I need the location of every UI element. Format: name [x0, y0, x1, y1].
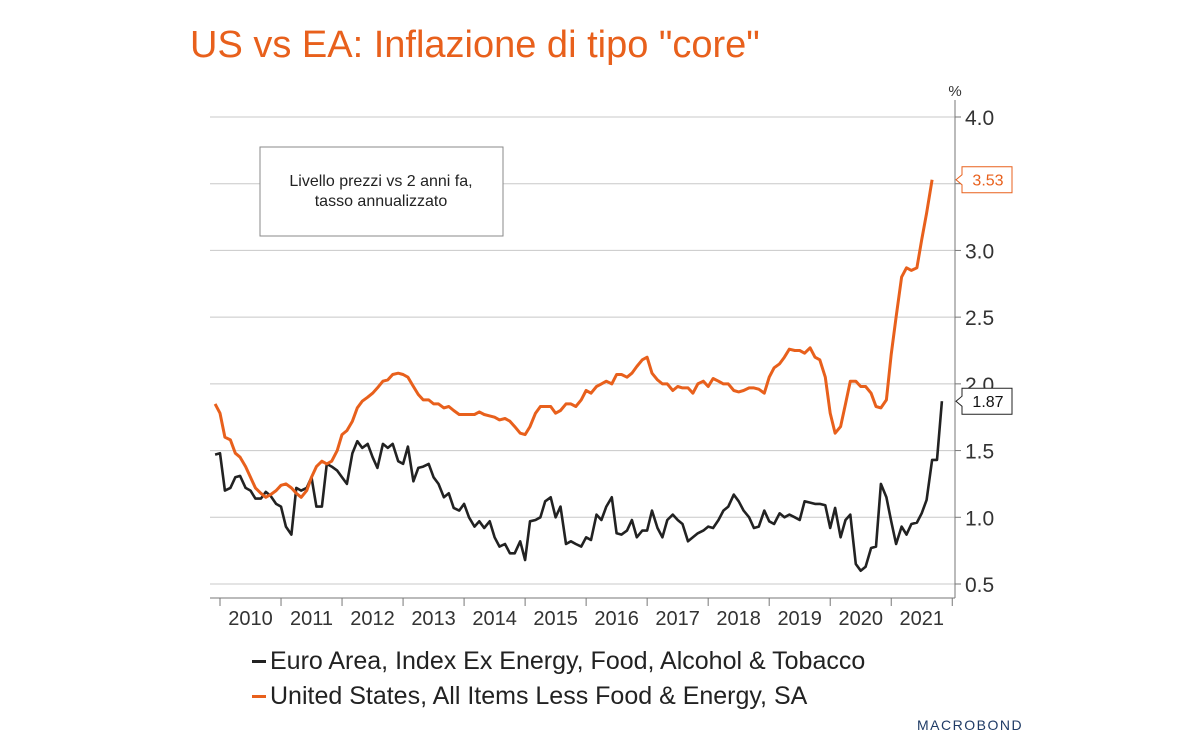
- legend-label-ea: Euro Area, Index Ex Energy, Food, Alcoho…: [270, 647, 866, 675]
- annotation-line2: tasso annualizzato: [315, 193, 448, 210]
- x-tick-label: 2010: [228, 608, 273, 630]
- legend-swatch-us: [252, 695, 266, 698]
- value-labels: 1.87 3.53: [955, 166, 1013, 415]
- legend-swatch-ea: [252, 660, 266, 663]
- chart-title: US vs EA: Inflazione di tipo "core": [190, 24, 760, 66]
- legend-label-us: United States, All Items Less Food & Ene…: [270, 682, 808, 710]
- x-tick-label: 2015: [533, 608, 578, 630]
- y-tick-label: 1.5: [965, 441, 994, 464]
- x-tick-label: 2021: [899, 608, 944, 630]
- gridlines: [210, 116, 955, 585]
- x-tick-label: 2018: [716, 608, 761, 630]
- y-tick-label: 2.5: [965, 307, 994, 330]
- value-label-us: 3.53: [972, 173, 1003, 190]
- y-tick-label: 3.0: [965, 240, 994, 263]
- value-callout-ea: [955, 387, 1013, 415]
- legend: Euro Area, Index Ex Energy, Food, Alcoho…: [252, 644, 865, 714]
- x-tick-label: 2011: [290, 608, 333, 630]
- legend-item-us: United States, All Items Less Food & Ene…: [252, 679, 865, 714]
- x-tick-label: 2020: [838, 608, 883, 630]
- y-tick-label: 1.0: [965, 507, 994, 530]
- x-tick-label: 2016: [594, 608, 639, 630]
- y-tick-label: 0.5: [965, 574, 994, 597]
- x-tick-label: 2019: [777, 608, 822, 630]
- value-label-ea: 1.87: [972, 394, 1003, 411]
- annotation-line1: Livello prezzi vs 2 anni fa,: [289, 173, 472, 190]
- x-tick-label: 2013: [411, 608, 456, 630]
- series-lines: [213, 179, 944, 572]
- annotation-box: Livello prezzi vs 2 anni fa, tasso annua…: [259, 146, 504, 237]
- series-line-us: [213, 179, 934, 499]
- value-callout-us: [955, 166, 1013, 194]
- series-line-ea: [214, 401, 944, 572]
- x-tick-label: 2012: [350, 608, 395, 630]
- legend-item-ea: Euro Area, Index Ex Energy, Food, Alcoho…: [252, 644, 865, 679]
- y-tick-label: 4.0: [965, 107, 994, 130]
- macrobond-logo: MACROBOND: [917, 717, 1024, 733]
- x-tick-label: 2017: [655, 608, 700, 630]
- x-tick-label: 2014: [472, 608, 517, 630]
- unit-label: %: [948, 83, 961, 100]
